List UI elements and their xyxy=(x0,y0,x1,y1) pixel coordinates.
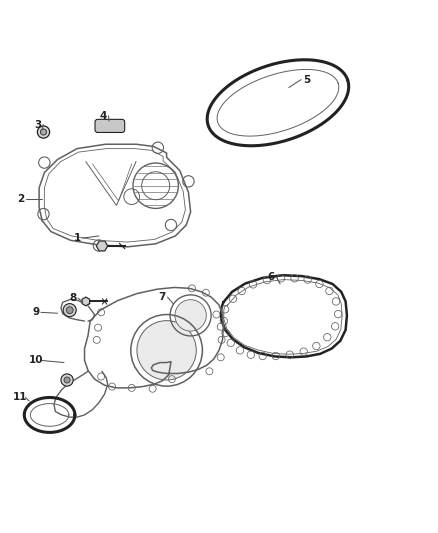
FancyBboxPatch shape xyxy=(95,119,125,133)
Text: 4: 4 xyxy=(99,111,107,121)
Circle shape xyxy=(137,321,196,380)
Circle shape xyxy=(175,300,206,331)
Circle shape xyxy=(64,377,70,383)
Circle shape xyxy=(40,129,46,135)
Circle shape xyxy=(37,126,49,138)
Text: 11: 11 xyxy=(13,392,28,402)
Circle shape xyxy=(66,306,73,313)
Text: 6: 6 xyxy=(268,272,275,282)
Text: 3: 3 xyxy=(34,119,42,130)
Text: 10: 10 xyxy=(28,356,43,365)
Polygon shape xyxy=(82,297,90,306)
Text: 2: 2 xyxy=(17,194,24,204)
Text: 1: 1 xyxy=(74,233,81,243)
Circle shape xyxy=(61,374,73,386)
Circle shape xyxy=(63,304,76,317)
Text: 8: 8 xyxy=(69,293,76,303)
Text: 9: 9 xyxy=(32,308,39,317)
Text: 5: 5 xyxy=(303,75,310,85)
Text: 7: 7 xyxy=(159,292,166,302)
Polygon shape xyxy=(96,241,108,251)
